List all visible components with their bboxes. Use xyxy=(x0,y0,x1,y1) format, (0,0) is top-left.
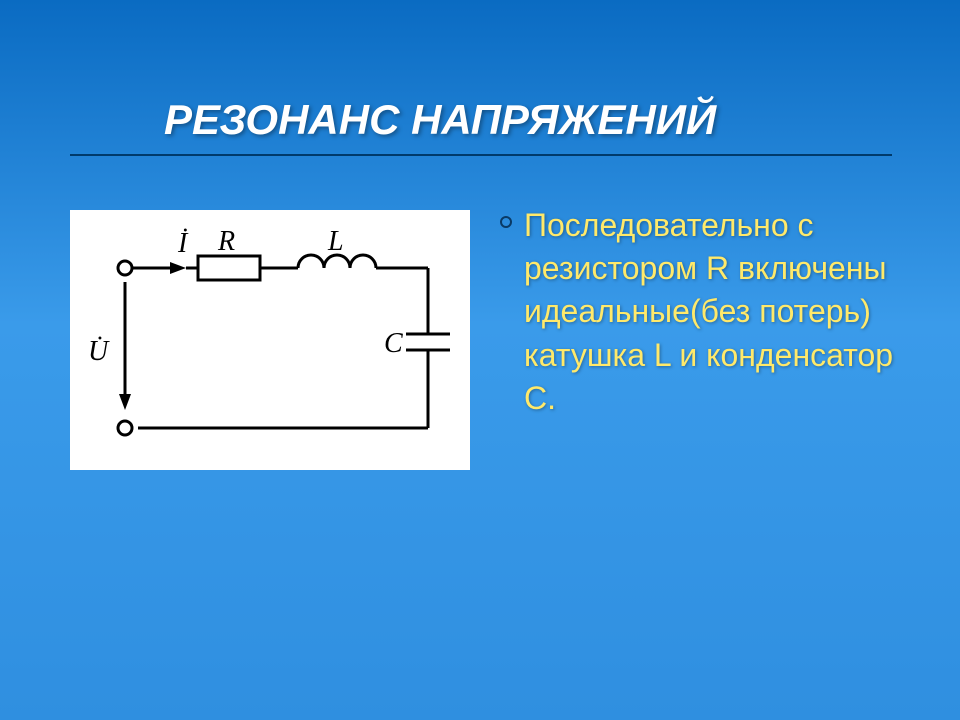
voltage-arrow-head-icon xyxy=(119,394,131,410)
label-capacitor: C xyxy=(384,328,403,359)
current-arrow-head-icon xyxy=(170,262,186,274)
label-resistor: R xyxy=(217,226,235,257)
circuit-svg: İR L C U̇ xyxy=(70,210,470,470)
label-inductor: L xyxy=(327,226,344,257)
terminal-top-icon xyxy=(118,261,132,275)
bullet-ring-icon xyxy=(500,216,512,228)
circuit-diagram: İR L C U̇ xyxy=(70,210,470,470)
slide-root: РЕЗОНАНС НАПРЯЖЕНИЙ Последовательно с ре… xyxy=(0,0,960,720)
slide-title: РЕЗОНАНС НАПРЯЖЕНИЙ xyxy=(164,96,716,144)
title-underline xyxy=(70,154,892,156)
terminal-bottom-icon xyxy=(118,421,132,435)
resistor-icon xyxy=(198,256,260,280)
label-voltage: U̇ xyxy=(88,336,110,367)
body-text: Последовательно с резистором R включены … xyxy=(524,204,894,420)
label-current: İ xyxy=(177,228,189,259)
